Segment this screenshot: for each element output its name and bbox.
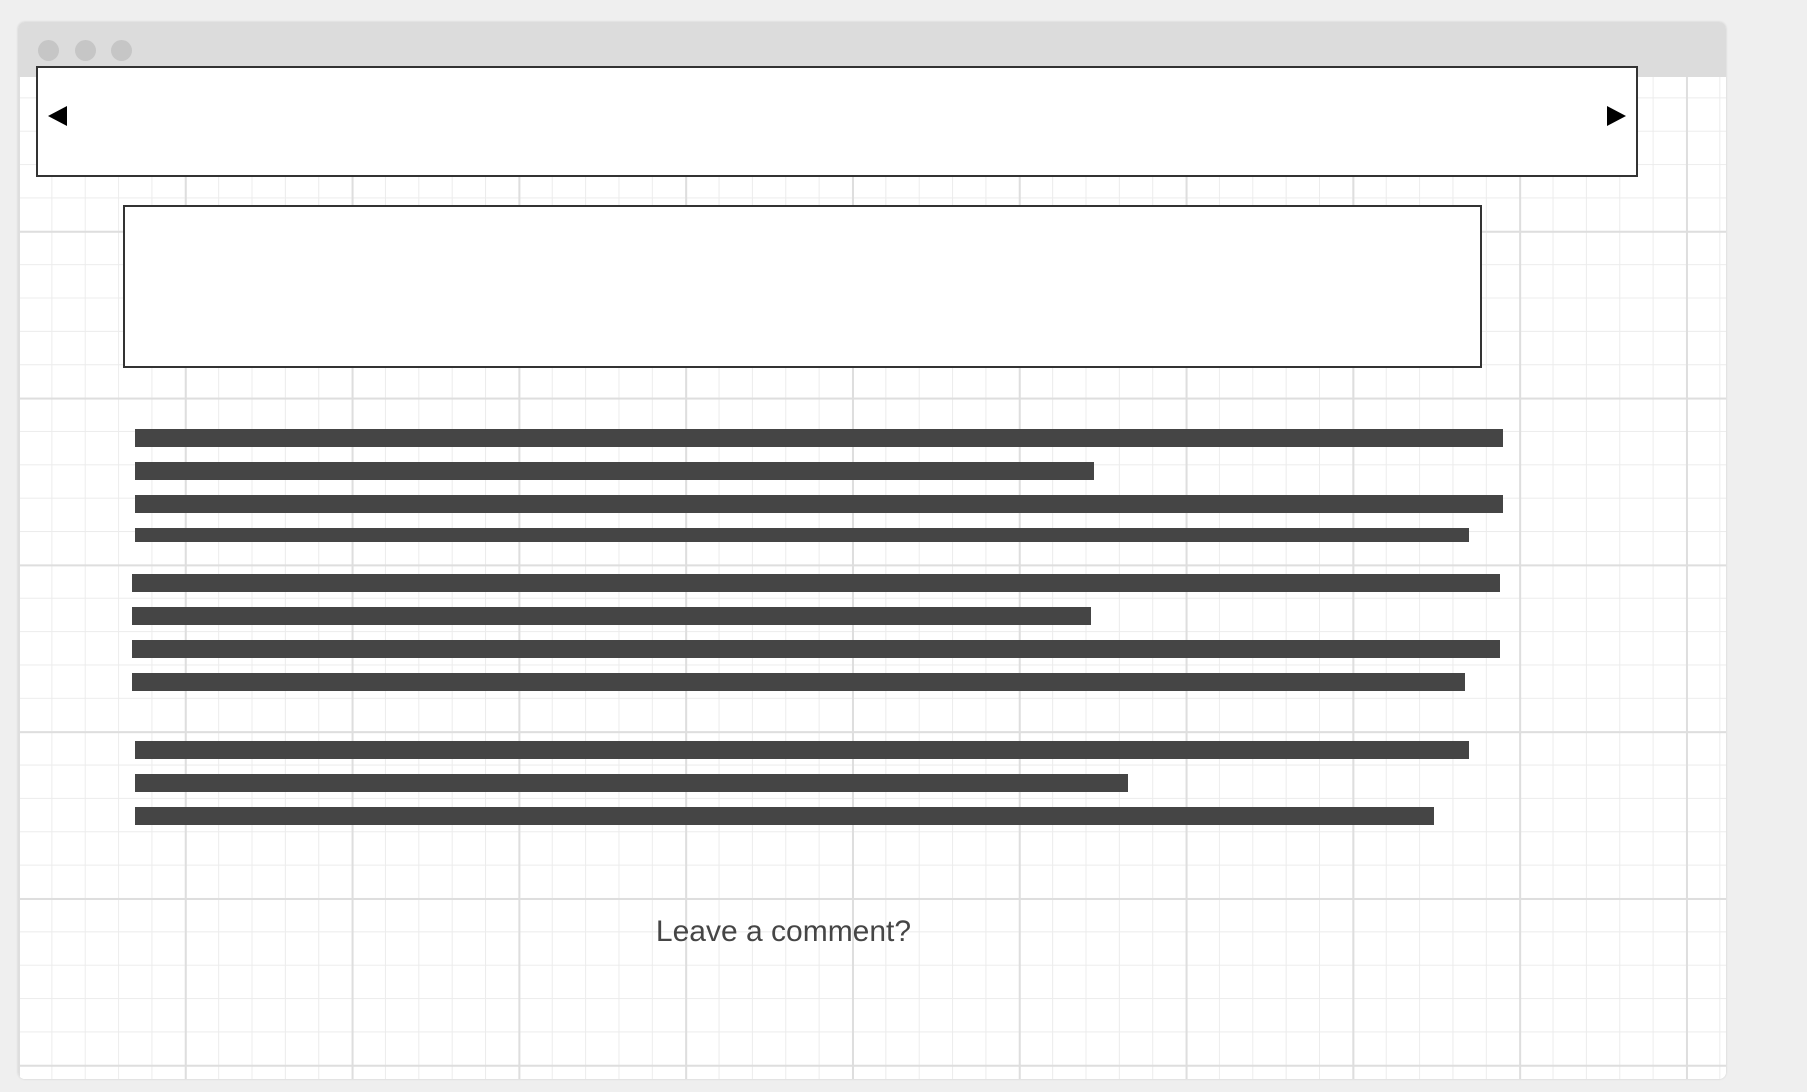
text-line-placeholder	[135, 807, 1434, 825]
text-line-placeholder	[132, 640, 1500, 658]
text-line-placeholder	[132, 574, 1500, 592]
text-line-placeholder	[132, 673, 1465, 691]
text-line-placeholder	[135, 462, 1094, 480]
carousel-prev-icon[interactable]	[48, 106, 67, 126]
window-maximize-button[interactable]	[111, 40, 132, 61]
text-line-placeholder	[135, 741, 1469, 759]
carousel-next-icon[interactable]	[1607, 106, 1626, 126]
text-line-placeholder	[135, 495, 1503, 513]
hero-image-placeholder	[123, 205, 1482, 368]
text-line-placeholder	[135, 774, 1128, 792]
text-line-placeholder	[132, 607, 1091, 625]
text-line-placeholder	[135, 429, 1503, 447]
text-line-placeholder	[135, 528, 1469, 542]
leave-comment-link[interactable]: Leave a comment?	[655, 915, 912, 948]
image-carousel[interactable]	[36, 66, 1638, 177]
window-close-button[interactable]	[38, 40, 59, 61]
window-minimize-button[interactable]	[75, 40, 96, 61]
